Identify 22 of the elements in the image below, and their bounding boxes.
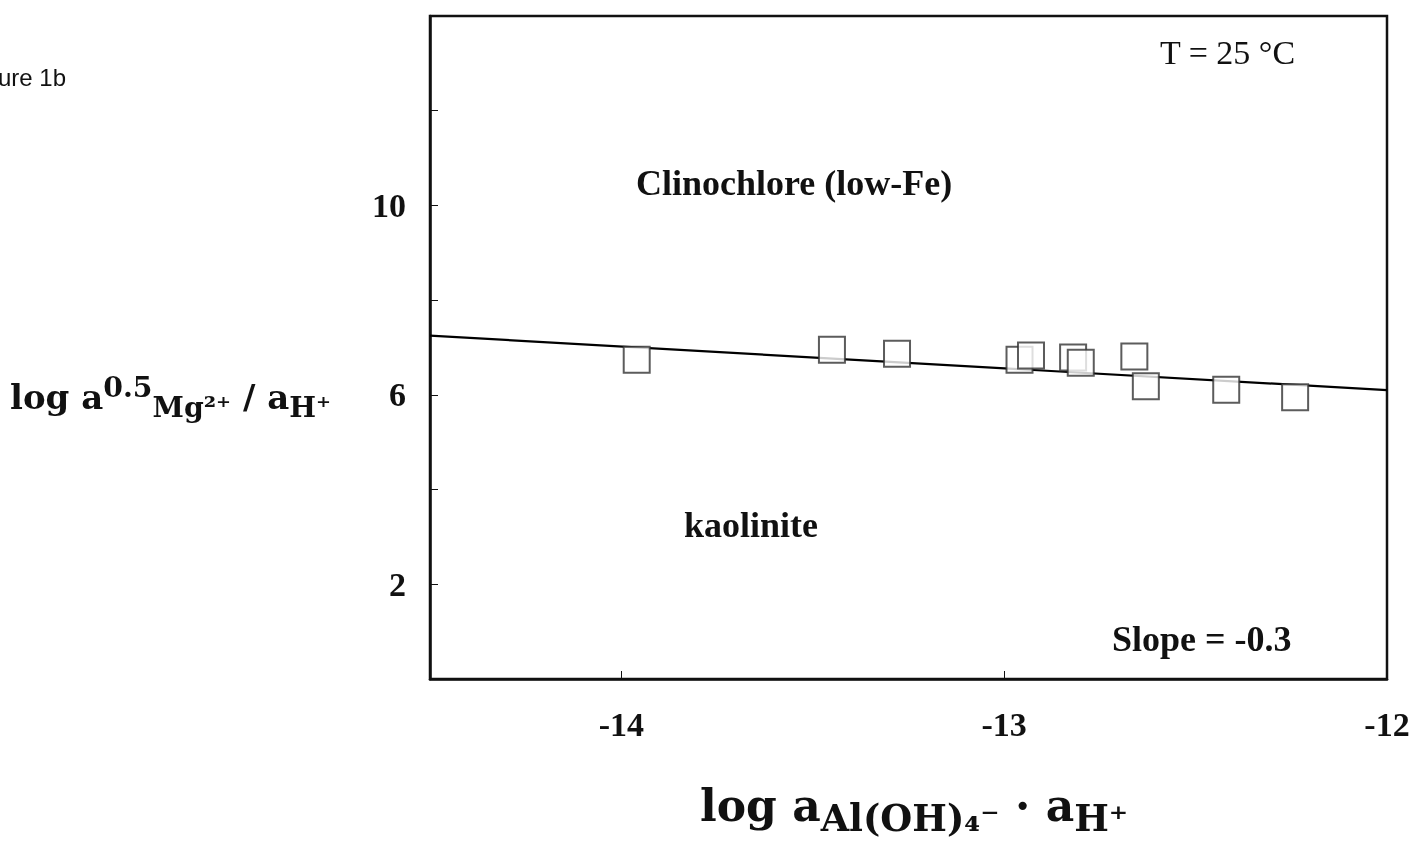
point [1212, 375, 1241, 404]
point [1131, 372, 1160, 401]
y-tick-label: 2 [389, 565, 406, 603]
y-axis-title: log a$^{0.5}$$_{Mg²⁺}$ / a$_{H⁺}$ [10, 370, 331, 425]
point [817, 335, 846, 364]
point [622, 345, 651, 374]
point [883, 339, 912, 368]
annotation: Clinochlore (low-Fe) [636, 162, 953, 204]
y-tick-label: 10 [372, 186, 406, 224]
annotation: kaolinite [684, 504, 819, 546]
y-tick-label: 6 [389, 376, 406, 414]
annotation: Slope = -0.3 [1112, 618, 1292, 660]
point [1017, 341, 1045, 370]
point [1281, 383, 1310, 412]
x-tick-label: -14 [598, 705, 645, 743]
x-axis-title: log a$_{Al(OH)₄⁻}$ · a$_{H⁺}$ [700, 780, 1129, 840]
text: ure 1b [0, 64, 67, 92]
point [1120, 342, 1149, 371]
x-tick-label: -12 [1364, 705, 1410, 743]
point [1066, 348, 1095, 377]
x-tick-label: -13 [981, 705, 1027, 743]
annotation: T = 25 °C [1160, 34, 1296, 72]
